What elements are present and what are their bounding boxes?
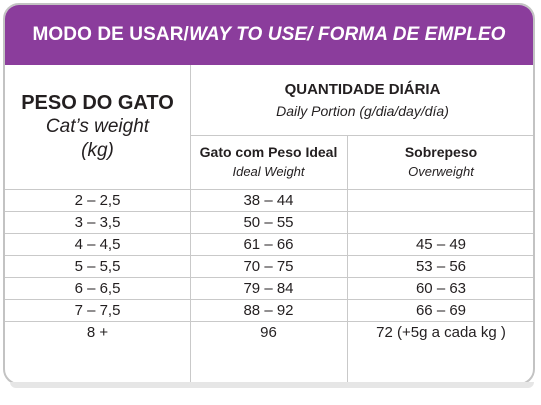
row-divider — [5, 255, 533, 256]
ideal-portion-cell: 70 – 75 — [243, 258, 294, 275]
ideal-weight-header: Gato com Peso Ideal Ideal Weight — [190, 135, 347, 189]
cat-weight-header: PESO DO GATO Cat’s weight (kg) — [5, 65, 190, 189]
cat-weight-header-pt: PESO DO GATO — [21, 91, 174, 114]
overweight-portion-cell: 60 – 63 — [415, 280, 467, 297]
table-row: 8 + 96 72 (+5g a cada kg ) — [5, 322, 533, 344]
table-row: 4 – 4,5 61 – 66 45 – 49 — [5, 234, 533, 256]
cat-weight-header-unit: (kg) — [81, 139, 114, 161]
row-divider — [5, 299, 533, 300]
row-divider — [5, 277, 533, 278]
daily-header-divider — [190, 135, 533, 136]
overweight-header-pt: Sobrepeso — [404, 144, 478, 160]
cat-weight-header-en: Cat’s weight — [45, 115, 150, 137]
overweight-portion-cell: 72 (+5g a cada kg ) — [376, 324, 506, 341]
ideal-weight-header-pt: Gato com Peso Ideal — [199, 144, 338, 160]
table-title: MODO DE USAR/ WAY TO USE/ FORMA DE EMPLE… — [5, 5, 533, 65]
row-divider — [5, 233, 533, 234]
table-row: 7 – 7,5 88 – 92 66 – 69 — [5, 300, 533, 322]
row-divider — [5, 321, 533, 322]
feeding-table-card: MODO DE USAR/ WAY TO USE/ FORMA DE EMPLE… — [3, 3, 535, 385]
card-shadow — [10, 382, 534, 388]
ideal-portion-cell: 50 – 55 — [243, 214, 294, 231]
column-divider-2 — [347, 135, 348, 383]
daily-portion-header-pt: QUANTIDADE DIÁRIA — [284, 81, 441, 98]
weight-cell: 3 – 3,5 — [74, 214, 121, 231]
overweight-portion-cell: 45 – 49 — [415, 236, 467, 253]
column-divider-1 — [190, 65, 191, 383]
overweight-header: Sobrepeso Overweight — [347, 135, 533, 189]
weight-cell: 7 – 7,5 — [74, 302, 121, 319]
ideal-portion-cell: 88 – 92 — [243, 302, 294, 319]
table-row: 5 – 5,5 70 – 75 53 – 56 — [5, 256, 533, 278]
overweight-portion-cell — [347, 190, 533, 212]
title-english-spanish: WAY TO USE/ FORMA DE EMPLEO — [188, 24, 506, 45]
daily-portion-header: QUANTIDADE DIÁRIA Daily Portion (g/dia/d… — [190, 65, 533, 135]
daily-portion-header-en: Daily Portion (g/dia/day/día) — [276, 103, 449, 119]
title-portuguese: MODO DE USAR/ — [32, 24, 189, 45]
ideal-portion-cell: 79 – 84 — [243, 280, 294, 297]
weight-cell: 4 – 4,5 — [74, 236, 121, 253]
ideal-weight-header-en: Ideal Weight — [232, 164, 305, 179]
weight-cell: 6 – 6,5 — [74, 280, 121, 297]
ideal-portion-cell: 96 — [260, 324, 277, 341]
ideal-portion-cell: 61 – 66 — [243, 236, 294, 253]
overweight-portion-cell: 66 – 69 — [415, 302, 467, 319]
table-row: 6 – 6,5 79 – 84 60 – 63 — [5, 278, 533, 300]
table-row: 3 – 3,5 50 – 55 — [5, 212, 533, 234]
header-bottom-divider — [5, 189, 533, 190]
weight-cell: 5 – 5,5 — [74, 258, 121, 275]
overweight-portion-cell — [347, 212, 533, 234]
weight-cell: 2 – 2,5 — [74, 192, 121, 209]
overweight-portion-cell: 53 – 56 — [415, 258, 467, 275]
ideal-portion-cell: 38 – 44 — [243, 192, 294, 209]
row-divider — [5, 211, 533, 212]
table-row: 2 – 2,5 38 – 44 — [5, 190, 533, 212]
weight-cell: 8 + — [86, 324, 109, 341]
overweight-header-en: Overweight — [408, 164, 474, 179]
